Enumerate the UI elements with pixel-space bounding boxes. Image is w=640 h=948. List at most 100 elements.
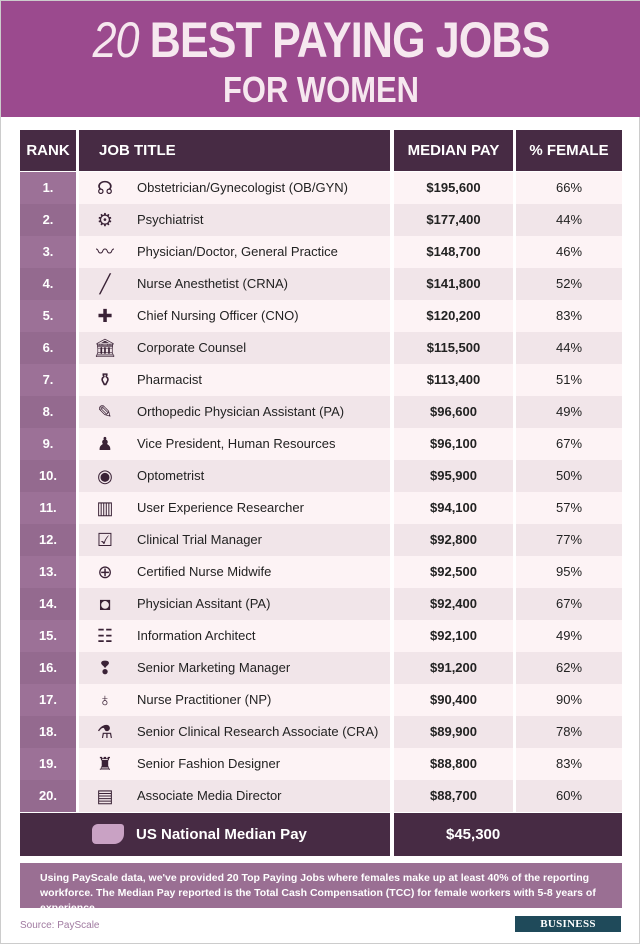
female-percent-cell: 90%: [516, 684, 622, 716]
job-title-cell: ♜ Senior Fashion Designer: [79, 748, 390, 780]
job-title: Nurse Anesthetist (CRNA): [137, 276, 288, 291]
job-title: Certified Nurse Midwife: [137, 564, 272, 579]
table-row: 1. ☊ Obstetrician/Gynecologist (OB/GYN) $…: [20, 172, 622, 204]
job-title: Physician/Doctor, General Practice: [137, 244, 338, 259]
rank-cell: 15.: [20, 620, 76, 652]
median-pay-cell: $94,100: [394, 492, 513, 524]
table-row: 10. ◉ Optometrist $95,900 50%: [20, 460, 622, 492]
median-pay-cell: $141,800: [394, 268, 513, 300]
job-title: Physician Assitant (PA): [137, 596, 271, 611]
head-gear-icon: ⚙: [96, 210, 114, 230]
title-text: BEST PAYING JOBS: [138, 12, 551, 68]
female-percent-cell: 78%: [516, 716, 622, 748]
job-title: Information Architect: [137, 628, 256, 643]
job-title: Senior Marketing Manager: [137, 660, 291, 675]
median-pay-cell: $91,200: [394, 652, 513, 684]
female-percent-cell: 83%: [516, 300, 622, 332]
total-label: US National Median Pay: [136, 826, 307, 843]
female-percent-cell: 44%: [516, 204, 622, 236]
median-pay-cell: $115,500: [394, 332, 513, 364]
us-map-icon: [92, 824, 124, 844]
median-pay-cell: $113,400: [394, 364, 513, 396]
median-pay-cell: $95,900: [394, 460, 513, 492]
flask-icon: ⚗: [96, 722, 114, 742]
job-title: Chief Nursing Officer (CNO): [137, 308, 299, 323]
female-percent-cell: 50%: [516, 460, 622, 492]
job-title-cell: ╱ Nurse Anesthetist (CRNA): [79, 268, 390, 300]
female-percent-cell: 60%: [516, 780, 622, 812]
source-text: Source: PayScale: [20, 920, 100, 931]
stethoscope-icon: ♁: [98, 690, 112, 710]
rank-cell: 14.: [20, 588, 76, 620]
table-row: 20. ▤ Associate Media Director $88,700 60…: [20, 780, 622, 812]
syringe-icon: ╱: [99, 274, 111, 294]
female-percent-cell: 95%: [516, 556, 622, 588]
job-title: Pharmacist: [137, 372, 203, 387]
job-title: Clinical Trial Manager: [137, 532, 262, 547]
rank-cell: 3.: [20, 236, 76, 268]
table-row: 13. ⊕ Certified Nurse Midwife $92,500 95%: [20, 556, 622, 588]
methodology-note: Using PayScale data, we've provided 20 T…: [20, 863, 622, 914]
rank-cell: 7.: [20, 364, 76, 396]
female-percent-cell: 44%: [516, 332, 622, 364]
job-title: Associate Media Director: [137, 788, 282, 803]
female-percent-cell: 49%: [516, 620, 622, 652]
female-percent-cell: 77%: [516, 524, 622, 556]
job-title-cell: ☷ Information Architect: [79, 620, 390, 652]
pill-bottle-icon: ⚱: [97, 370, 113, 390]
job-title: Vice President, Human Resources: [137, 436, 336, 451]
medical-cross-icon: ✚: [97, 306, 113, 326]
table-row: 17. ♁ Nurse Practitioner (NP) $90,400 90%: [20, 684, 622, 716]
job-title-cell: 〰 Physician/Doctor, General Practice: [79, 236, 390, 268]
job-title-cell: ▥ User Experience Researcher: [79, 492, 390, 524]
table-row: 6. 🏛 Corporate Counsel $115,500 44%: [20, 332, 622, 364]
job-title-cell: ✚ Chief Nursing Officer (CNO): [79, 300, 390, 332]
table-row: 3. 〰 Physician/Doctor, General Practice $…: [20, 236, 622, 268]
woman-icon: ♟: [96, 434, 114, 454]
rank-cell: 20.: [20, 780, 76, 812]
job-title-cell: ⚱ Pharmacist: [79, 364, 390, 396]
job-title: Corporate Counsel: [137, 340, 247, 355]
rank-cell: 6.: [20, 332, 76, 364]
job-title-cell: ♟ Vice President, Human Resources: [79, 428, 390, 460]
header-job-title: JOB TITLE: [79, 130, 390, 171]
total-pay: $45,300: [394, 813, 622, 856]
job-title: Psychiatrist: [137, 212, 204, 227]
female-percent-cell: 67%: [516, 428, 622, 460]
table-row: 16. ❢ Senior Marketing Manager $91,200 62…: [20, 652, 622, 684]
courthouse-icon: 🏛: [93, 338, 117, 358]
dress-form-icon: ♜: [96, 754, 114, 774]
total-label-cell: US National Median Pay: [20, 813, 390, 856]
job-title-cell: ✎ Orthopedic Physician Assistant (PA): [79, 396, 390, 428]
rank-cell: 9.: [20, 428, 76, 460]
heartbeat-icon: 〰: [96, 242, 114, 262]
table-row: 2. ⚙ Psychiatrist $177,400 44%: [20, 204, 622, 236]
speech-exclamation-icon: ❢: [97, 658, 113, 678]
job-title: Orthopedic Physician Assistant (PA): [137, 404, 345, 419]
checklist-icon: ☑: [96, 530, 114, 550]
job-title: Senior Clinical Research Associate (CRA): [137, 724, 379, 739]
rank-cell: 5.: [20, 300, 76, 332]
job-title: Nurse Practitioner (NP): [137, 692, 272, 707]
rank-cell: 17.: [20, 684, 76, 716]
median-pay-cell: $148,700: [394, 236, 513, 268]
female-percent-cell: 52%: [516, 268, 622, 300]
female-percent-cell: 57%: [516, 492, 622, 524]
median-pay-cell: $120,200: [394, 300, 513, 332]
female-percent-cell: 62%: [516, 652, 622, 684]
nurse-cap-icon: ⊕: [97, 562, 113, 582]
business-insider-logo: BUSINESS INSIDER: [515, 916, 621, 946]
header-median-pay: MEDIAN PAY: [394, 130, 513, 171]
table-row: 19. ♜ Senior Fashion Designer $88,800 83%: [20, 748, 622, 780]
job-title-cell: ❢ Senior Marketing Manager: [79, 652, 390, 684]
table-row: 7. ⚱ Pharmacist $113,400 51%: [20, 364, 622, 396]
median-pay-cell: $96,600: [394, 396, 513, 428]
job-title-cell: ☊ Obstetrician/Gynecologist (OB/GYN): [79, 172, 390, 204]
median-pay-cell: $195,600: [394, 172, 513, 204]
job-title-cell: ▤ Associate Media Director: [79, 780, 390, 812]
bone-tool-icon: ✎: [97, 402, 113, 422]
job-title-cell: ◘ Physician Assitant (PA): [79, 588, 390, 620]
median-pay-cell: $96,100: [394, 428, 513, 460]
eye-icon: ◉: [97, 466, 113, 486]
female-percent-cell: 46%: [516, 236, 622, 268]
